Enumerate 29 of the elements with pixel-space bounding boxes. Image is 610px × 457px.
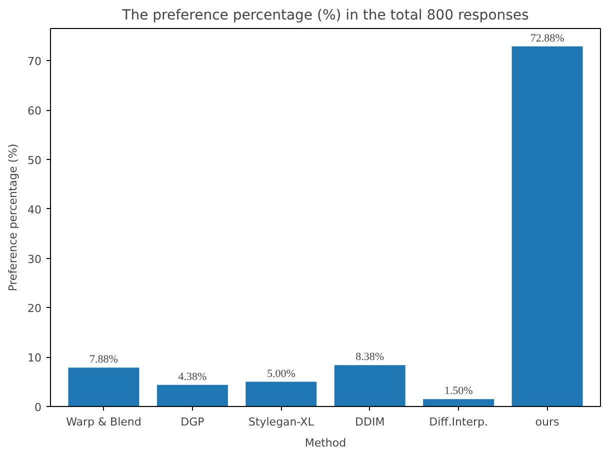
x-tick-label: DDIM — [355, 416, 385, 428]
bar — [246, 382, 317, 406]
y-tick-label: 40 — [28, 203, 42, 216]
x-tick-label: ours — [535, 416, 560, 428]
y-axis-title: Preference percentage (%) — [6, 144, 20, 292]
y-tick-label: 70 — [28, 55, 42, 68]
data-label: 72.88% — [530, 32, 564, 44]
y-tick-label: 10 — [28, 352, 42, 365]
x-tick-label: Stylegan-XL — [248, 416, 315, 428]
y-tick-label: 20 — [28, 302, 42, 316]
data-label: 5.00% — [266, 368, 296, 380]
x-tick-label: Warp & Blend — [66, 416, 142, 428]
bar — [512, 46, 583, 406]
data-label: 1.50% — [444, 385, 473, 398]
y-tick-label: 0 — [34, 401, 42, 414]
bar — [156, 384, 228, 406]
y-tick-label: 50 — [28, 154, 42, 167]
bar — [423, 399, 494, 406]
bar — [68, 368, 140, 406]
data-label: 7.88% — [90, 354, 118, 366]
x-tick-label: Diff.Interp. — [429, 416, 488, 428]
data-label: 8.38% — [356, 351, 384, 364]
y-tick-label: 60 — [28, 104, 42, 118]
y-tick-label: 30 — [28, 252, 42, 266]
chart-title: The preference percentage (%) in the total 800 responses — [121, 8, 529, 24]
bar — [334, 365, 406, 406]
x-tick-label: DGP — [180, 416, 205, 428]
data-label: 4.38% — [178, 370, 207, 383]
x-axis-title: Method — [304, 436, 346, 450]
